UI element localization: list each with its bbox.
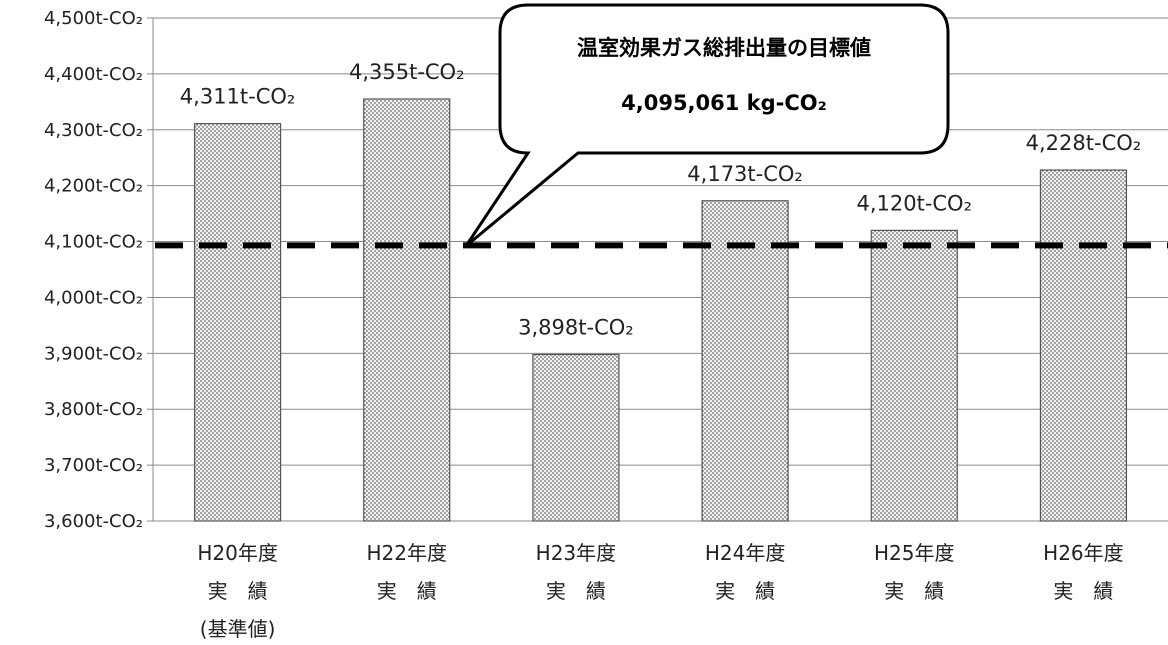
y-tick-label: 4,100t-CO₂	[44, 232, 143, 253]
bars	[193, 98, 1128, 522]
callout-title: 温室効果ガス総排出量の目標値	[577, 36, 871, 60]
data-label: 4,311t-CO₂	[180, 85, 296, 109]
y-tick-label: 3,600t-CO₂	[44, 511, 143, 532]
bar	[193, 123, 282, 522]
x-tick-label: H26年度	[1043, 541, 1124, 565]
bar	[532, 353, 620, 522]
data-label: 3,898t-CO₂	[518, 315, 634, 339]
x-tick-label: 実 績	[1053, 579, 1113, 603]
y-tick-label: 3,700t-CO₂	[44, 455, 143, 476]
x-tick-label: 実 績	[884, 579, 944, 603]
target-callout: 温室効果ガス総排出量の目標値 4,095,061 kg-CO₂	[464, 3, 950, 248]
data-label: 4,120t-CO₂	[856, 191, 972, 215]
bar	[870, 229, 958, 522]
x-tick-label: H24年度	[705, 541, 786, 565]
bar	[701, 200, 789, 522]
x-tick-label: H23年度	[536, 541, 617, 565]
data-label: 4,228t-CO₂	[1026, 131, 1142, 155]
x-tick-label: H25年度	[874, 541, 955, 565]
callout-value: 4,095,061 kg-CO₂	[621, 91, 827, 115]
bar	[363, 98, 451, 522]
gridlines	[153, 17, 1168, 522]
y-axis: 4,500t-CO₂ 4,400t-CO₂ 4,300t-CO₂ 4,200t-CO₂…	[44, 8, 154, 532]
y-tick-label: 4,500t-CO₂	[44, 8, 143, 29]
x-tick-label: 実 績	[546, 579, 606, 603]
x-tick-label: (基準値)	[200, 617, 276, 641]
x-tick-label: 実 績	[377, 579, 437, 603]
bar	[1039, 169, 1128, 522]
y-tick-label: 3,800t-CO₂	[44, 399, 143, 420]
y-tick-label: 4,200t-CO₂	[44, 176, 143, 197]
x-tick-label: H20年度	[197, 541, 278, 565]
y-tick-label: 3,900t-CO₂	[44, 343, 143, 364]
x-tick-label: H22年度	[367, 541, 448, 565]
data-label: 4,173t-CO₂	[687, 162, 803, 186]
x-tick-label: 実 績	[208, 579, 268, 603]
y-tick-label: 4,300t-CO₂	[44, 120, 143, 141]
y-tick-label: 4,000t-CO₂	[44, 287, 143, 308]
callout-bubble	[464, 3, 950, 248]
data-label: 4,355t-CO₂	[349, 60, 465, 84]
x-tick-label: 実 績	[715, 579, 775, 603]
data-labels: 4,311t-CO₂ 4,355t-CO₂ 3,898t-CO₂ 4,173t-CO₂…	[180, 60, 1141, 339]
y-tick-label: 4,400t-CO₂	[44, 64, 143, 85]
